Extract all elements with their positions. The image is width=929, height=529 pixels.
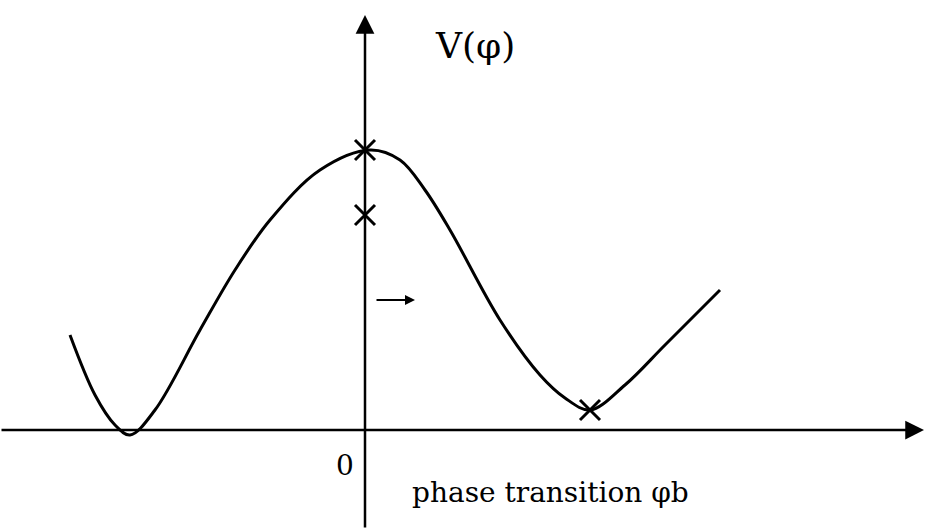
svg-text:V(φ): V(φ) [435,25,515,66]
svg-text:0: 0 [336,449,354,482]
svg-text:phase transition φb: phase transition φb [412,476,689,509]
